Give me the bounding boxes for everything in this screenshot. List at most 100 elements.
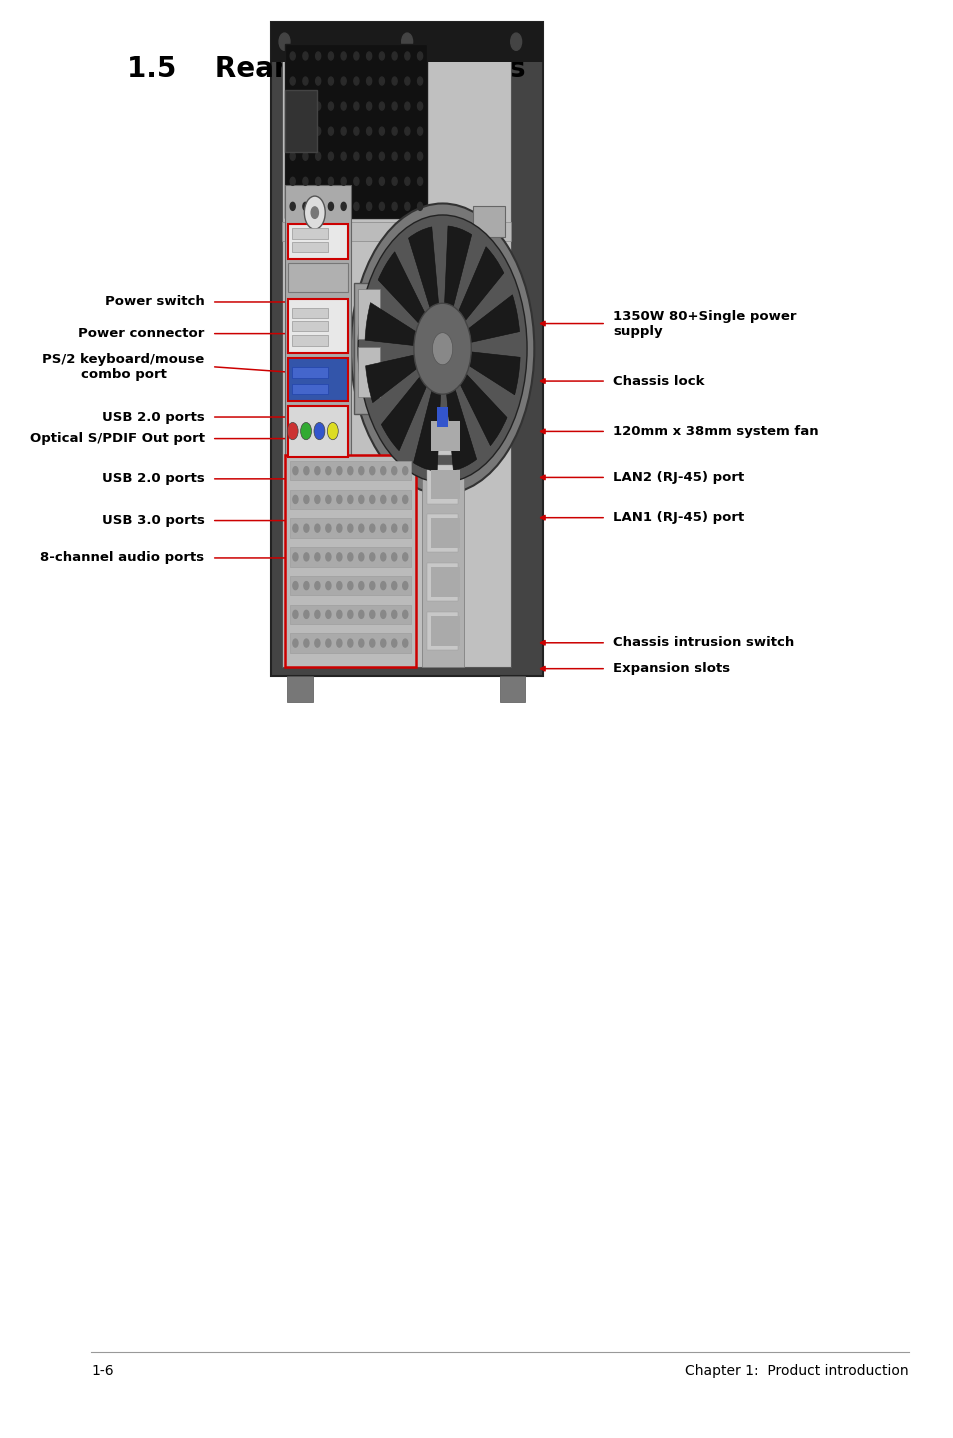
Circle shape <box>348 552 353 561</box>
Text: 1350W 80+Single power
supply: 1350W 80+Single power supply <box>613 309 796 338</box>
Bar <box>427 611 458 650</box>
Circle shape <box>314 423 325 440</box>
Circle shape <box>302 78 308 85</box>
Circle shape <box>315 52 320 60</box>
Circle shape <box>302 203 308 210</box>
Circle shape <box>315 203 320 210</box>
Circle shape <box>402 552 407 561</box>
Text: USB 2.0 ports: USB 2.0 ports <box>102 410 204 424</box>
Circle shape <box>414 303 471 394</box>
Wedge shape <box>446 390 476 470</box>
Bar <box>444 519 453 548</box>
Circle shape <box>402 581 407 590</box>
Bar <box>427 515 458 552</box>
Circle shape <box>326 523 331 532</box>
Bar <box>292 321 327 331</box>
Circle shape <box>290 52 294 60</box>
Circle shape <box>358 638 363 647</box>
Circle shape <box>402 523 407 532</box>
Circle shape <box>392 467 396 475</box>
Bar <box>285 45 427 217</box>
Wedge shape <box>381 377 426 450</box>
Circle shape <box>404 102 410 111</box>
Bar <box>499 676 525 702</box>
Text: Power switch: Power switch <box>105 295 204 309</box>
Circle shape <box>380 552 385 561</box>
Circle shape <box>341 203 346 210</box>
Circle shape <box>341 177 346 186</box>
Text: 1-6: 1-6 <box>91 1363 113 1378</box>
Circle shape <box>366 52 372 60</box>
Circle shape <box>417 102 422 111</box>
Bar <box>292 229 327 239</box>
Bar <box>281 30 510 667</box>
Circle shape <box>315 177 320 186</box>
Text: 120mm x 38mm system fan: 120mm x 38mm system fan <box>613 424 818 439</box>
Circle shape <box>304 638 309 647</box>
Bar <box>288 224 348 259</box>
Circle shape <box>417 127 422 135</box>
Circle shape <box>370 552 375 561</box>
Circle shape <box>380 467 385 475</box>
Circle shape <box>341 152 346 160</box>
Circle shape <box>392 203 396 210</box>
Circle shape <box>354 127 358 135</box>
Bar <box>451 470 460 499</box>
Wedge shape <box>468 295 519 342</box>
Circle shape <box>348 638 353 647</box>
Bar <box>444 615 453 646</box>
Text: Optical S/PDIF Out port: Optical S/PDIF Out port <box>30 431 204 446</box>
Bar <box>290 462 410 480</box>
Bar <box>292 384 327 394</box>
Bar <box>292 335 327 347</box>
Circle shape <box>366 152 372 160</box>
Circle shape <box>328 127 334 135</box>
Circle shape <box>336 467 341 475</box>
Circle shape <box>354 152 358 160</box>
Circle shape <box>328 152 334 160</box>
Circle shape <box>417 177 422 186</box>
Circle shape <box>404 152 410 160</box>
Circle shape <box>401 33 412 50</box>
Text: LAN1 (RJ-45) port: LAN1 (RJ-45) port <box>613 510 744 525</box>
Circle shape <box>290 152 294 160</box>
Circle shape <box>379 102 384 111</box>
Text: Chassis lock: Chassis lock <box>613 374 704 388</box>
Bar <box>292 242 327 253</box>
Bar <box>354 283 384 414</box>
Bar <box>288 358 348 401</box>
Circle shape <box>354 177 358 186</box>
Circle shape <box>392 152 396 160</box>
Bar <box>292 308 327 318</box>
Circle shape <box>392 581 396 590</box>
Circle shape <box>379 78 384 85</box>
Bar <box>292 367 327 378</box>
Circle shape <box>336 638 341 647</box>
Bar <box>285 186 351 460</box>
Wedge shape <box>444 226 471 306</box>
Bar <box>451 567 460 597</box>
Circle shape <box>336 523 341 532</box>
Bar <box>451 519 460 548</box>
Circle shape <box>314 638 319 647</box>
Bar <box>290 633 410 653</box>
Circle shape <box>304 581 309 590</box>
Circle shape <box>326 638 331 647</box>
Circle shape <box>328 102 334 111</box>
Circle shape <box>336 552 341 561</box>
Bar <box>281 223 510 240</box>
Text: Expansion slots: Expansion slots <box>613 661 730 676</box>
Bar <box>271 22 543 676</box>
Circle shape <box>370 496 375 503</box>
Circle shape <box>417 152 422 160</box>
Circle shape <box>304 523 309 532</box>
Circle shape <box>293 552 297 561</box>
Circle shape <box>370 581 375 590</box>
Bar <box>437 615 446 646</box>
Bar <box>290 518 410 538</box>
Circle shape <box>380 496 385 503</box>
Circle shape <box>392 638 396 647</box>
Circle shape <box>327 423 338 440</box>
Circle shape <box>354 203 358 210</box>
Circle shape <box>304 196 325 229</box>
